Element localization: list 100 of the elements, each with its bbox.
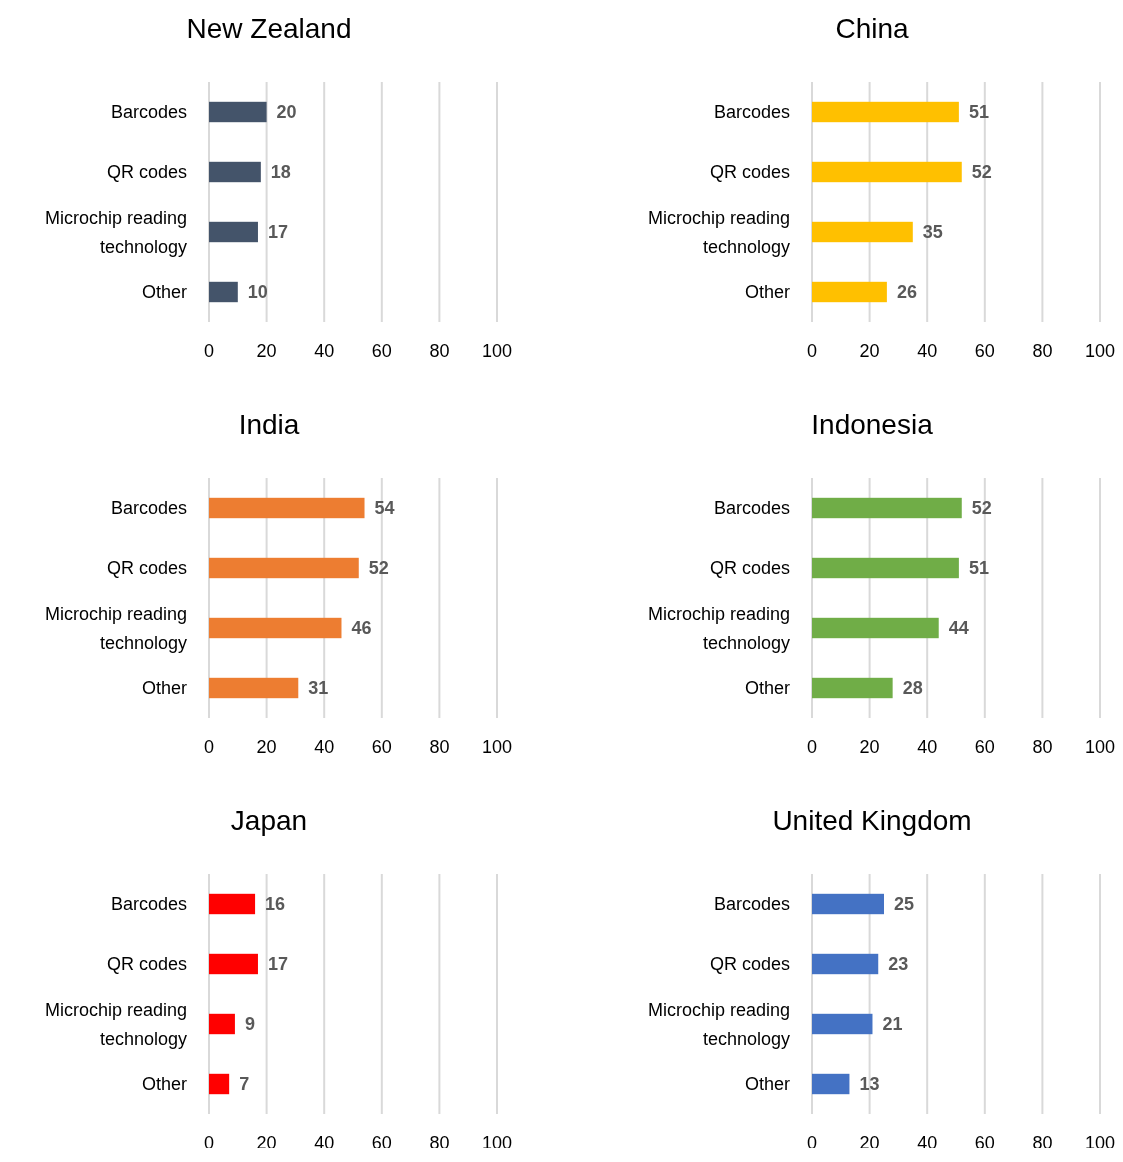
x-tick-label: 60 bbox=[371, 737, 392, 758]
data-label: 51 bbox=[968, 102, 989, 123]
data-label: 52 bbox=[368, 558, 389, 579]
y-tick-label: Barcodes bbox=[110, 894, 187, 915]
data-label: 31 bbox=[308, 678, 329, 699]
bar bbox=[209, 101, 267, 123]
y-tick-label: Microchip reading technology bbox=[44, 999, 187, 1049]
x-tick-label: 20 bbox=[859, 737, 880, 758]
data-label: 23 bbox=[888, 954, 909, 975]
bar bbox=[209, 281, 238, 303]
y-tick-label: QR codes bbox=[106, 558, 187, 579]
data-label: 16 bbox=[265, 894, 286, 915]
data-label: 28 bbox=[902, 678, 923, 699]
bar bbox=[812, 1073, 850, 1095]
data-label: 18 bbox=[270, 162, 291, 183]
data-label: 51 bbox=[968, 558, 989, 579]
x-tick-label: 80 bbox=[429, 737, 450, 758]
chart-title: India bbox=[238, 408, 300, 440]
bar bbox=[812, 953, 879, 975]
bar bbox=[812, 893, 884, 915]
data-label: 21 bbox=[882, 1014, 903, 1035]
y-tick-label: Other bbox=[744, 1074, 790, 1095]
y-tick-label: Microchip reading technology bbox=[647, 603, 790, 653]
bar bbox=[812, 101, 959, 123]
x-tick-label: 20 bbox=[256, 341, 277, 362]
y-tick-label: Other bbox=[141, 678, 187, 699]
chart-title: Indonesia bbox=[811, 408, 934, 440]
y-tick-label: QR codes bbox=[106, 162, 187, 183]
data-label: 13 bbox=[859, 1074, 880, 1095]
data-label: 44 bbox=[948, 618, 969, 639]
y-tick-label: QR codes bbox=[709, 558, 790, 579]
bar bbox=[209, 893, 256, 915]
data-label: 7 bbox=[239, 1074, 250, 1095]
x-tick-label: 60 bbox=[974, 737, 995, 758]
data-label: 35 bbox=[922, 222, 943, 243]
data-label: 46 bbox=[351, 618, 372, 639]
data-label: 52 bbox=[971, 162, 992, 183]
bar bbox=[209, 1013, 235, 1035]
bar bbox=[812, 617, 939, 639]
bar bbox=[209, 497, 365, 519]
y-tick-label: Barcodes bbox=[110, 498, 187, 519]
data-label: 17 bbox=[267, 222, 288, 243]
x-tick-label: 0 bbox=[203, 341, 215, 362]
bar bbox=[812, 677, 893, 699]
x-tick-label: 100 bbox=[481, 737, 513, 758]
data-label: 26 bbox=[896, 282, 917, 303]
data-label: 9 bbox=[244, 1014, 255, 1035]
y-tick-label: Barcodes bbox=[713, 894, 790, 915]
chart-title: Japan bbox=[230, 804, 308, 836]
y-tick-label: Microchip reading technology bbox=[44, 207, 187, 257]
y-tick-label: Microchip reading technology bbox=[647, 207, 790, 257]
bar bbox=[209, 617, 342, 639]
x-tick-label: 100 bbox=[1084, 737, 1116, 758]
x-tick-label: 20 bbox=[256, 737, 277, 758]
x-tick-label: 0 bbox=[806, 737, 818, 758]
y-tick-label: Microchip reading technology bbox=[647, 999, 790, 1049]
bar bbox=[209, 557, 359, 579]
y-tick-label: Barcodes bbox=[713, 102, 790, 123]
x-tick-label: 0 bbox=[806, 341, 818, 362]
x-tick-label: 60 bbox=[371, 341, 392, 362]
y-tick-label: Other bbox=[141, 1074, 187, 1095]
bar bbox=[209, 221, 258, 243]
data-label: 17 bbox=[267, 954, 288, 975]
bar bbox=[209, 1073, 230, 1095]
bar bbox=[812, 161, 962, 183]
y-tick-label: QR codes bbox=[709, 954, 790, 975]
y-tick-label: Other bbox=[141, 282, 187, 303]
x-tick-label: 40 bbox=[314, 737, 335, 758]
x-tick-label: 100 bbox=[481, 341, 513, 362]
data-label: 20 bbox=[276, 102, 297, 123]
bar bbox=[812, 557, 959, 579]
chart-title: United Kingdom bbox=[772, 804, 972, 836]
data-label: 10 bbox=[247, 282, 268, 303]
bar bbox=[209, 953, 258, 975]
bar bbox=[812, 497, 962, 519]
y-tick-label: Barcodes bbox=[713, 498, 790, 519]
x-tick-label: 80 bbox=[1032, 341, 1053, 362]
x-tick-label: 100 bbox=[1084, 341, 1116, 362]
y-tick-label: Barcodes bbox=[110, 102, 187, 123]
x-tick-label: 0 bbox=[203, 737, 215, 758]
x-tick-label: 60 bbox=[974, 341, 995, 362]
data-label: 54 bbox=[374, 498, 395, 519]
bar bbox=[812, 281, 887, 303]
y-tick-label: Other bbox=[744, 282, 790, 303]
data-label: 25 bbox=[894, 894, 915, 915]
y-tick-label: Microchip reading technology bbox=[44, 603, 187, 653]
bar bbox=[812, 221, 913, 243]
x-tick-label: 20 bbox=[859, 341, 880, 362]
x-tick-label: 80 bbox=[429, 341, 450, 362]
x-tick-label: 40 bbox=[314, 341, 335, 362]
y-tick-label: Other bbox=[744, 678, 790, 699]
bar bbox=[209, 677, 299, 699]
y-tick-label: QR codes bbox=[106, 954, 187, 975]
x-tick-label: 40 bbox=[917, 341, 938, 362]
data-label: 52 bbox=[971, 498, 992, 519]
y-tick-label: QR codes bbox=[709, 162, 790, 183]
chart-title: New Zealand bbox=[186, 12, 352, 44]
bar bbox=[812, 1013, 873, 1035]
x-tick-label: 80 bbox=[1032, 737, 1053, 758]
bar bbox=[209, 161, 261, 183]
